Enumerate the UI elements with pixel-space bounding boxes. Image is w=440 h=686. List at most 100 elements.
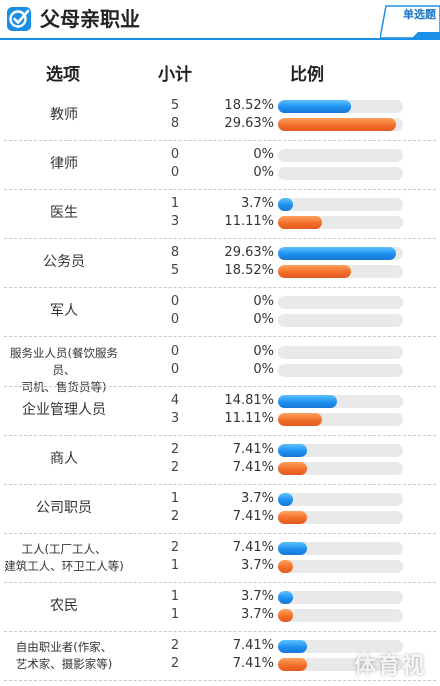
option-label: 商人 (50, 450, 78, 467)
progress-track (278, 265, 403, 279)
percent-label-series-2: 18.52% (224, 263, 274, 279)
option-label: 公务员 (43, 254, 85, 271)
percent-label-series-1: 29.63% (224, 245, 274, 261)
percent-label-series-1: 7.41% (232, 441, 274, 457)
table-row: 服务业人员(餐饮服务员、 司机、售货员等) 0 0% 0 0% (0, 338, 440, 394)
option-label: 公司职员 (36, 499, 92, 516)
percent-label-series-1: 14.81% (224, 392, 274, 408)
progress-bar-series-1 (278, 591, 293, 604)
percent-label-series-2: 3.7% (240, 557, 274, 573)
progress-bar-series-2 (278, 559, 293, 573)
progress-track (278, 100, 403, 113)
progress-bar-series-1 (278, 394, 337, 408)
single-choice-badge-icon (380, 5, 440, 39)
percent-label-series-1: 3.7% (240, 196, 274, 212)
progress-track (278, 559, 403, 573)
progress-bar-series-2 (278, 216, 323, 230)
percent-label-series-2: 3.7% (240, 607, 274, 622)
count-value-series-2: 3 (170, 410, 180, 426)
option-label: 工人(工厂工人、 建筑工人、环卫工人等) (4, 541, 124, 573)
progress-track (278, 296, 403, 310)
percent-label-series-2: 29.63% (224, 116, 274, 131)
option-label: 教师 (50, 107, 78, 123)
row-divider (4, 631, 436, 632)
progress-bar-series-1 (278, 443, 308, 457)
progress-track (278, 149, 403, 163)
progress-track (278, 658, 403, 672)
option-label: 服务业人员(餐饮服务员、 司机、售货员等) (10, 345, 118, 394)
percent-label-series-1: 0% (253, 294, 274, 310)
count-value-series-1: 1 (170, 589, 180, 604)
count-value-series-1: 4 (170, 392, 180, 408)
option-label: 自由职业者(作家、 艺术家、摄影家等) (15, 640, 113, 672)
count-value-series-2: 8 (170, 116, 180, 131)
percent-label-series-2: 0% (253, 312, 274, 328)
count-value-series-2: 3 (170, 214, 180, 230)
row-divider (4, 189, 436, 191)
progress-track (278, 541, 403, 555)
page-title: 父母亲职业 (40, 7, 140, 31)
progress-bar-series-2 (278, 118, 396, 131)
progress-bar-series-2 (278, 412, 323, 426)
count-value-series-2: 0 (170, 361, 180, 377)
table-row: 企业管理人员 4 14.81% 3 11.11% (0, 387, 440, 436)
row-divider (4, 680, 436, 682)
percent-label-series-1: 0% (253, 343, 274, 359)
progress-bar-series-2 (278, 265, 352, 279)
checkbox-logo-icon (7, 7, 31, 31)
progress-bar-series-2 (278, 658, 308, 672)
row-divider (4, 140, 436, 141)
count-value-series-2: 1 (170, 557, 180, 573)
progress-track (278, 247, 403, 261)
row-divider (4, 483, 436, 485)
header-divider (0, 38, 440, 40)
percent-label-series-2: 7.41% (232, 508, 274, 524)
option-label: 企业管理人员 (22, 401, 106, 418)
count-value-series-2: 1 (170, 607, 180, 622)
count-value-series-1: 8 (170, 245, 180, 261)
count-value-series-1: 0 (170, 294, 180, 310)
option-label: 律师 (50, 156, 78, 173)
row-divider (4, 532, 436, 534)
progress-track (278, 609, 403, 622)
count-value-series-1: 2 (170, 638, 180, 654)
count-value-series-1: 2 (170, 441, 180, 457)
count-value-series-1: 5 (170, 98, 180, 113)
progress-bar-series-1 (278, 198, 293, 212)
progress-track (278, 461, 403, 475)
count-value-series-2: 0 (170, 312, 180, 328)
percent-label-series-2: 11.11% (224, 214, 274, 230)
column-header-ratio: 比例 (290, 65, 324, 85)
row-divider (4, 287, 436, 289)
column-header-count: 小计 (158, 65, 192, 85)
progress-track (278, 363, 403, 377)
progress-track (278, 412, 403, 426)
table-row: 商人 2 7.41% 2 7.41% (0, 436, 440, 485)
progress-bar-series-1 (278, 541, 308, 555)
option-label: 农民 (50, 598, 78, 614)
progress-track (278, 591, 403, 604)
progress-track (278, 640, 403, 654)
percent-label-series-1: 18.52% (224, 98, 274, 113)
progress-track (278, 216, 403, 230)
progress-bar-series-2 (278, 609, 293, 622)
count-value-series-1: 0 (170, 343, 180, 359)
table-row: 自由职业者(作家、 艺术家、摄影家等) 2 7.41% 2 7.41% (0, 632, 440, 682)
count-value-series-2: 0 (170, 165, 180, 181)
count-value-series-2: 2 (170, 459, 180, 475)
progress-track (278, 345, 403, 359)
table-row: 工人(工厂工人、 建筑工人、环卫工人等) 2 7.41% 1 3.7% (0, 534, 440, 583)
count-value-series-1: 2 (170, 539, 180, 555)
percent-label-series-1: 7.41% (232, 638, 274, 654)
column-header-option: 选项 (46, 65, 80, 85)
percent-label-series-1: 0% (253, 147, 274, 163)
progress-track (278, 394, 403, 408)
count-value-series-1: 1 (170, 490, 180, 506)
percent-label-series-2: 7.41% (232, 656, 274, 672)
watermark: 体育视 (353, 654, 426, 679)
table-row: 公司职员 1 3.7% 2 7.41% (0, 485, 440, 534)
count-value-series-1: 1 (170, 196, 180, 212)
progress-bar-series-1 (278, 492, 293, 506)
table-row: 医生 1 3.7% 3 11.11% (0, 190, 440, 240)
row-divider (4, 385, 436, 387)
